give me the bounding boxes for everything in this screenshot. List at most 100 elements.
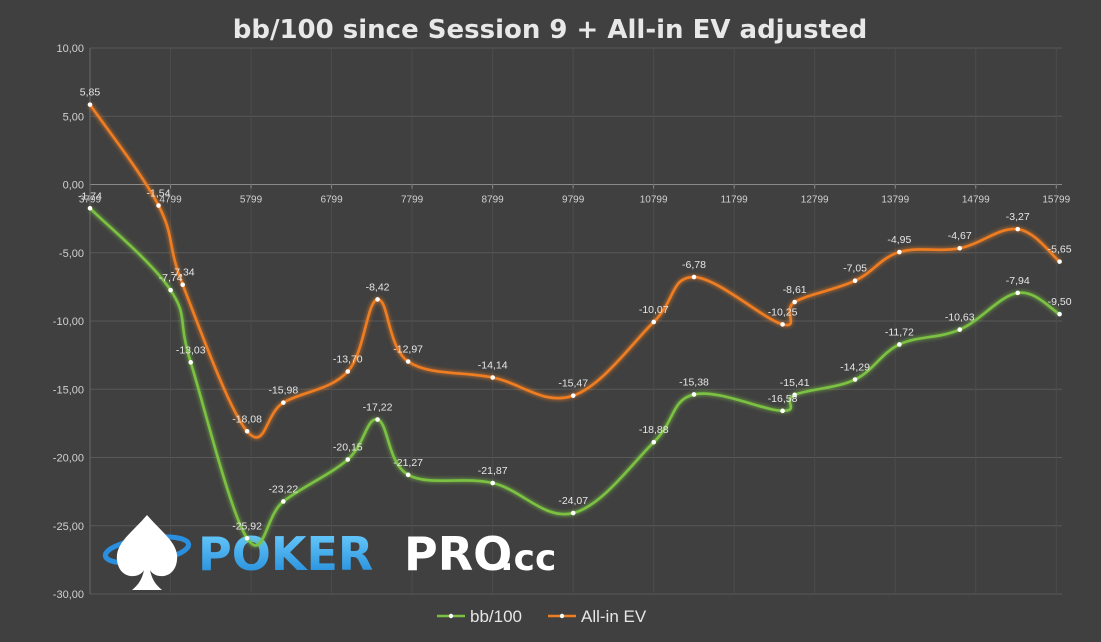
y-tick-label: -15,00 <box>53 384 84 396</box>
data-label-allin-ev: -14,14 <box>478 360 508 372</box>
data-point-bb100[interactable] <box>1057 311 1062 317</box>
y-tick-label: -10,00 <box>53 316 84 328</box>
data-point-bb100[interactable] <box>897 342 902 347</box>
data-label-allin-ev: -4,67 <box>948 230 972 242</box>
legend-item-bb100[interactable]: bb/100 <box>437 607 522 626</box>
logo-text-poker: POKER <box>198 527 373 581</box>
data-point-allin-ev[interactable] <box>490 375 495 380</box>
data-label-bb100: -17,22 <box>363 402 393 414</box>
data-point-allin-ev[interactable] <box>281 400 286 405</box>
data-point-allin-ev[interactable] <box>651 319 657 325</box>
data-label-bb100: -1,74 <box>78 190 102 202</box>
x-tick-label: 5799 <box>240 195 263 206</box>
series-allin-ev <box>87 102 1062 439</box>
data-labels: -1,74 -7,74 -13,03 -25,92 -23,22 -20,15 -17,22… <box>78 87 1072 533</box>
data-point-allin-ev[interactable] <box>957 245 963 251</box>
data-point-allin-ev[interactable] <box>244 428 250 434</box>
data-label-bb100: -18,88 <box>639 424 669 436</box>
data-point-allin-ev[interactable] <box>87 102 93 107</box>
y-tick-label: 0,00 <box>63 180 84 192</box>
data-label-allin-ev: -8,42 <box>366 281 390 293</box>
y-tick-label: 5,00 <box>63 111 84 123</box>
data-point-bb100[interactable] <box>188 360 194 365</box>
y-tick-label: -20,00 <box>53 453 84 465</box>
data-point-bb100[interactable] <box>780 408 785 414</box>
data-label-bb100: -24,07 <box>558 495 588 507</box>
data-point-bb100[interactable] <box>490 480 495 486</box>
data-point-allin-ev[interactable] <box>792 299 797 305</box>
data-label-bb100: -23,22 <box>268 483 298 495</box>
legend-item-allin-ev[interactable]: All-in EV <box>548 607 647 626</box>
data-label-allin-ev: -15,98 <box>268 385 298 397</box>
data-label-bb100: -25,92 <box>232 520 262 532</box>
legend-label-allin-ev: All-in EV <box>581 607 647 626</box>
series-line-bb100 <box>89 207 1061 547</box>
data-label-allin-ev: -10,25 <box>768 306 798 318</box>
data-label-allin-ev: -7,34 <box>171 267 195 279</box>
data-point-allin-ev[interactable] <box>691 274 697 280</box>
data-label-bb100: -15,38 <box>679 376 709 388</box>
data-point-allin-ev[interactable] <box>1057 259 1062 264</box>
data-label-allin-ev: -1,54 <box>147 188 171 200</box>
x-tick-label: 6799 <box>320 195 343 206</box>
series-layer <box>87 102 1062 547</box>
data-label-bb100: -20,15 <box>333 442 363 454</box>
data-label-bb100: -15,41 <box>780 377 810 389</box>
data-label-allin-ev: -8,61 <box>783 284 807 296</box>
data-label-allin-ev: -12,97 <box>393 344 423 356</box>
data-point-allin-ev[interactable] <box>780 322 785 327</box>
chart-title: bb/100 since Session 9 + All-in EV adjus… <box>233 15 868 45</box>
data-point-bb100[interactable] <box>244 536 250 541</box>
data-point-allin-ev[interactable] <box>180 282 185 287</box>
data-label-bb100: -7,94 <box>1006 275 1030 287</box>
data-label-allin-ev: -18,08 <box>232 413 262 425</box>
data-label-bb100: -7,74 <box>159 272 183 284</box>
spade-icon <box>102 515 192 590</box>
data-point-allin-ev[interactable] <box>345 369 351 374</box>
pokerpro-logo: POKER PRO .cc <box>102 515 556 590</box>
data-point-allin-ev[interactable] <box>156 203 161 208</box>
data-point-bb100[interactable] <box>792 392 797 398</box>
data-label-bb100: -11,72 <box>885 326 914 338</box>
data-label-bb100: -9,50 <box>1048 296 1072 308</box>
data-point-bb100[interactable] <box>1015 290 1021 296</box>
legend-marker-bb100 <box>448 613 454 619</box>
data-point-allin-ev[interactable] <box>852 278 858 284</box>
data-label-allin-ev: -5,65 <box>1048 244 1072 256</box>
data-point-allin-ev[interactable] <box>897 249 902 255</box>
legend-marker-allin-ev <box>559 613 565 619</box>
data-point-allin-ev[interactable] <box>570 393 576 398</box>
x-tick-label: 10799 <box>640 195 668 206</box>
data-point-bb100[interactable] <box>691 392 697 397</box>
data-point-allin-ev[interactable] <box>375 297 380 302</box>
y-tick-label: -5,00 <box>59 248 84 260</box>
legend-label-bb100: bb/100 <box>470 607 522 626</box>
data-point-bb100[interactable] <box>345 457 351 462</box>
data-label-allin-ev: -6,78 <box>682 259 706 271</box>
data-label-allin-ev: -7,05 <box>843 263 867 275</box>
data-point-bb100[interactable] <box>570 510 576 516</box>
data-label-allin-ev: -3,27 <box>1006 211 1030 223</box>
x-tick-label: 15799 <box>1042 195 1070 206</box>
data-point-allin-ev[interactable] <box>405 359 411 364</box>
data-label-allin-ev: 5,85 <box>80 87 101 99</box>
data-point-bb100[interactable] <box>957 327 963 332</box>
x-tick-label: 14799 <box>962 195 990 206</box>
data-point-bb100[interactable] <box>281 499 286 504</box>
data-point-bb100[interactable] <box>405 472 411 478</box>
y-tick-label: 10,00 <box>56 43 84 55</box>
legend: bb/100 All-in EV <box>437 607 647 626</box>
data-point-bb100[interactable] <box>852 377 858 382</box>
series-bb100 <box>87 205 1062 547</box>
data-point-bb100[interactable] <box>87 205 93 211</box>
y-tick-label: -30,00 <box>53 589 84 601</box>
data-point-bb100[interactable] <box>375 417 380 422</box>
data-point-bb100[interactable] <box>168 287 173 293</box>
data-label-allin-ev: -4,95 <box>887 234 911 246</box>
x-tick-label: 7799 <box>401 195 424 206</box>
data-point-allin-ev[interactable] <box>1015 226 1021 232</box>
grid <box>89 47 1062 595</box>
data-point-bb100[interactable] <box>651 439 657 445</box>
series-line-allin-ev <box>88 103 1061 439</box>
